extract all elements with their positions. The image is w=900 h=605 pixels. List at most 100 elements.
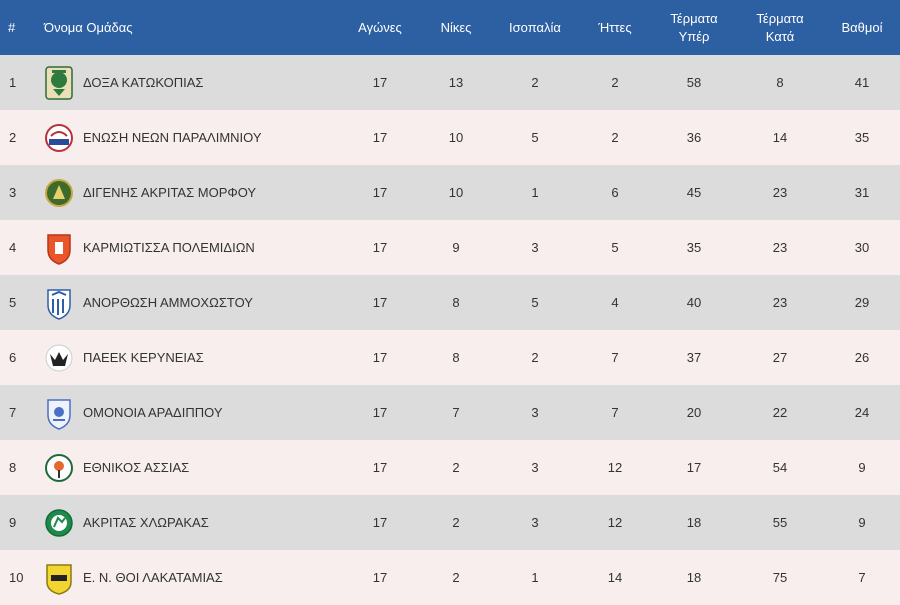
goals-for-cell: 45 [686, 185, 702, 200]
goals-for-cell: 20 [686, 405, 702, 420]
points-cell: 31 [854, 185, 870, 200]
table-row: 3 ΔΙΓΕΝΗΣ ΑΚΡΙΤΑΣ ΜΟΡΦΟΥ 17 10 1 6 45 23 31 [0, 165, 900, 220]
played-cell: 17 [372, 515, 388, 530]
losses-cell: 2 [611, 130, 619, 145]
team-name: ΠΑΕΕΚ ΚΕΡΥΝΕΙΑΣ [83, 350, 204, 365]
rank-cell: 9 [9, 515, 17, 530]
wins-cell: 2 [452, 570, 460, 585]
rank-cell: 1 [9, 75, 17, 90]
table-row: 1 ΔΟΞΑ ΚΑΤΩΚΟΠΙΑΣ 17 13 2 2 58 8 41 [0, 55, 900, 110]
goals-against-cell: 54 [772, 460, 788, 475]
losses-cell: 5 [611, 240, 619, 255]
team-cell: ΔΙΓΕΝΗΣ ΑΚΡΙΤΑΣ ΜΟΡΦΟΥ [42, 165, 340, 220]
wins-cell: 10 [448, 185, 464, 200]
table-row: 5 ΑΝΟΡΘΩΣΗ ΑΜΜΟΧΩΣΤΟΥ 17 8 5 4 40 23 29 [0, 275, 900, 330]
team-wrap: ΔΙΓΕΝΗΣ ΑΚΡΙΤΑΣ ΜΟΡΦΟΥ [42, 175, 340, 211]
losses-cell: 4 [611, 295, 619, 310]
points-cell: 9 [858, 460, 866, 475]
wins-cell: 8 [452, 295, 460, 310]
goals-against-cell: 23 [772, 295, 788, 310]
header-goals-for: Τέρματα Υπέρ [652, 0, 736, 55]
table-row: 6 ΠΑΕΕΚ ΚΕΡΥΝΕΙΑΣ 17 8 2 7 37 27 26 [0, 330, 900, 385]
rank-cell: 7 [9, 405, 17, 420]
rank-cell: 5 [9, 295, 17, 310]
wins-cell: 9 [452, 240, 460, 255]
losses-cell: 14 [607, 570, 623, 585]
table-row: 4 ΚΑΡΜΙΩΤΙΣΣΑ ΠΟΛΕΜΙΔΙΩΝ 17 9 3 5 35 23 30 [0, 220, 900, 275]
table-header-row: # Όνομα Ομάδας Αγώνες Νίκες Ισοπαλία Ήττ… [0, 0, 900, 55]
team-cell: ΔΟΞΑ ΚΑΤΩΚΟΠΙΑΣ [42, 55, 340, 110]
team-name: ΕΘΝΙΚΟΣ ΑΣΣΙΑΣ [83, 460, 190, 475]
losses-cell: 7 [611, 405, 619, 420]
points-cell: 9 [858, 515, 866, 530]
header-goals-against: Τέρματα Κατά [736, 0, 824, 55]
points-cell: 29 [854, 295, 870, 310]
team-name: ΟΜΟΝΟΙΑ ΑΡΑΔΙΠΠΟΥ [83, 405, 223, 420]
header-rank: # [8, 19, 16, 35]
goals-for-cell: 40 [686, 295, 702, 310]
goals-for-cell: 35 [686, 240, 702, 255]
ethnikos-logo [44, 450, 74, 486]
team-wrap: Ε. Ν. ΘΟΙ ΛΑΚΑΤΑΜΙΑΣ [42, 560, 340, 596]
points-cell: 30 [854, 240, 870, 255]
losses-cell: 12 [607, 460, 623, 475]
played-cell: 17 [372, 240, 388, 255]
anorthosis-logo [44, 285, 74, 321]
draws-cell: 2 [531, 350, 539, 365]
table-row: 9 ΑΚΡΙΤΑΣ ΧΛΩΡΑΚΑΣ 17 2 3 12 18 55 9 [0, 495, 900, 550]
points-cell: 7 [858, 570, 866, 585]
goals-against-cell: 23 [772, 185, 788, 200]
played-cell: 17 [372, 185, 388, 200]
team-cell: Ε. Ν. ΘΟΙ ΛΑΚΑΤΑΜΙΑΣ [42, 550, 340, 605]
played-cell: 17 [372, 570, 388, 585]
doxa-logo [44, 65, 74, 101]
rank-cell: 4 [9, 240, 17, 255]
enp-logo [44, 120, 74, 156]
goals-against-cell: 55 [772, 515, 788, 530]
draws-cell: 2 [531, 75, 539, 90]
header-losses: Ήττες [598, 19, 632, 35]
team-cell: ΚΑΡΜΙΩΤΙΣΣΑ ΠΟΛΕΜΙΔΙΩΝ [42, 220, 340, 275]
header-goals-against-line1: Τέρματα [756, 10, 804, 26]
rank-cell: 8 [9, 460, 17, 475]
losses-cell: 7 [611, 350, 619, 365]
goals-for-cell: 18 [686, 570, 702, 585]
wins-cell: 13 [448, 75, 464, 90]
goals-for-cell: 58 [686, 75, 702, 90]
draws-cell: 1 [531, 570, 539, 585]
team-wrap: ΕΝΩΣΗ ΝΕΩΝ ΠΑΡΑΛΙΜΝΙΟΥ [42, 120, 340, 156]
team-name: ΕΝΩΣΗ ΝΕΩΝ ΠΑΡΑΛΙΜΝΙΟΥ [83, 130, 262, 145]
team-wrap: ΑΚΡΙΤΑΣ ΧΛΩΡΑΚΑΣ [42, 505, 340, 541]
header-points: Βαθμοί [841, 19, 883, 35]
goals-against-cell: 22 [772, 405, 788, 420]
team-wrap: ΠΑΕΕΚ ΚΕΡΥΝΕΙΑΣ [42, 340, 340, 376]
goals-for-cell: 18 [686, 515, 702, 530]
team-cell: ΠΑΕΕΚ ΚΕΡΥΝΕΙΑΣ [42, 330, 340, 385]
wins-cell: 7 [452, 405, 460, 420]
played-cell: 17 [372, 460, 388, 475]
header-played: Αγώνες [358, 19, 402, 35]
header-team: Όνομα Ομάδας [44, 19, 133, 35]
wins-cell: 2 [452, 515, 460, 530]
header-wins: Νίκες [440, 19, 472, 35]
draws-cell: 5 [531, 295, 539, 310]
team-cell: ΑΝΟΡΘΩΣΗ ΑΜΜΟΧΩΣΤΟΥ [42, 275, 340, 330]
goals-for-cell: 17 [686, 460, 702, 475]
rank-cell: 10 [9, 570, 24, 585]
table-row: 8 ΕΘΝΙΚΟΣ ΑΣΣΙΑΣ 17 2 3 12 17 54 9 [0, 440, 900, 495]
table-row: 7 ΟΜΟΝΟΙΑ ΑΡΑΔΙΠΠΟΥ 17 7 3 7 20 22 24 [0, 385, 900, 440]
digenis-logo [44, 175, 74, 211]
wins-cell: 10 [448, 130, 464, 145]
points-cell: 24 [854, 405, 870, 420]
played-cell: 17 [372, 350, 388, 365]
team-name: ΚΑΡΜΙΩΤΙΣΣΑ ΠΟΛΕΜΙΔΙΩΝ [83, 240, 255, 255]
draws-cell: 3 [531, 240, 539, 255]
team-cell: ΟΜΟΝΟΙΑ ΑΡΑΔΙΠΠΟΥ [42, 385, 340, 440]
wins-cell: 8 [452, 350, 460, 365]
team-cell: ΕΘΝΙΚΟΣ ΑΣΣΙΑΣ [42, 440, 340, 495]
header-goals-for-line1: Τέρματα [670, 10, 718, 26]
draws-cell: 3 [531, 405, 539, 420]
header-draws: Ισοπαλία [509, 19, 561, 35]
table-row: 2 ΕΝΩΣΗ ΝΕΩΝ ΠΑΡΑΛΙΜΝΙΟΥ 17 10 5 2 36 14 35 [0, 110, 900, 165]
